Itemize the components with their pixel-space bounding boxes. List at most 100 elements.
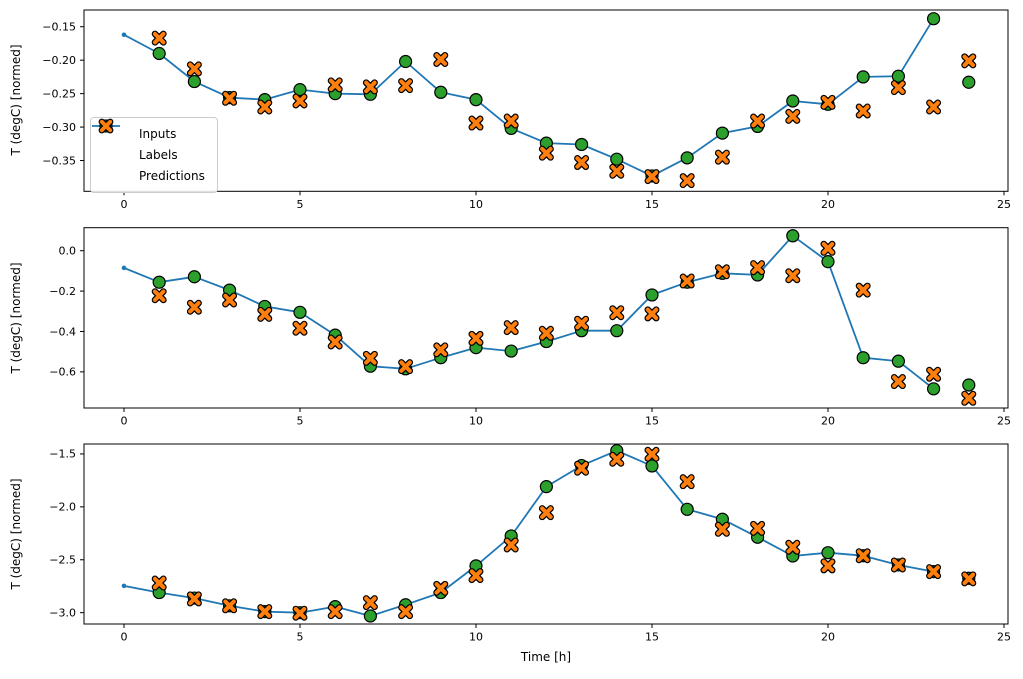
input-point	[121, 32, 127, 38]
plot-area-3	[83, 443, 1009, 625]
label-point	[293, 305, 307, 319]
prediction-point	[223, 599, 236, 613]
inputs-line	[123, 234, 935, 390]
legend-item-labels: Labels	[99, 119, 205, 164]
prediction-point	[610, 306, 624, 319]
subplot-3: 0 5 10 15 20 25 −1.5 −2.0 −2.5 −3.0	[49, 443, 1011, 644]
prediction-point	[927, 100, 940, 114]
y-axis-ticks: −1.5 −2.0 −2.5 −3.0	[49, 448, 84, 619]
label-point	[926, 382, 941, 396]
prediction-point	[223, 293, 236, 307]
x-axis-ticks: 0 5 10 15 20 25	[120, 624, 1011, 644]
label-point	[398, 54, 413, 69]
prediction-point	[188, 62, 201, 76]
legend-label-predictions: Predictions	[139, 169, 205, 183]
x-tick-label: 15	[645, 631, 659, 644]
y-tick-label: −0.2	[49, 285, 76, 298]
x-tick-label: 15	[645, 198, 659, 211]
plot-area-1	[83, 9, 1009, 192]
label-point	[680, 151, 694, 165]
label-point	[786, 94, 800, 108]
x-tick-label: 20	[821, 415, 835, 428]
prediction-point	[258, 605, 272, 618]
label-point	[962, 378, 976, 392]
prediction-point	[540, 146, 553, 160]
prediction-point	[575, 316, 588, 330]
label-point	[715, 126, 729, 140]
legend-label-inputs: Inputs	[139, 127, 177, 141]
prediction-point	[927, 368, 940, 381]
prediction-point	[293, 321, 307, 335]
prediction-point	[821, 559, 835, 573]
x-axis-label: Time [h]	[520, 650, 572, 664]
prediction-point	[821, 96, 835, 109]
inputs-line	[123, 18, 935, 177]
prediction-point	[258, 100, 272, 114]
y-tick-label: −0.15	[42, 21, 76, 34]
x-tick-label: 10	[469, 415, 483, 428]
prediction-point	[575, 461, 588, 475]
prediction-point	[188, 301, 201, 314]
predictions-points	[151, 240, 977, 406]
prediction-point	[328, 335, 342, 349]
label-point	[891, 354, 905, 368]
prediction-point	[188, 592, 201, 606]
label-point	[610, 152, 624, 166]
label-point	[434, 85, 448, 99]
y-axis-label-subplot-2: T (degC) [normed]	[9, 262, 23, 374]
y-tick-label: −0.30	[42, 121, 76, 134]
x-tick-label: 5	[296, 415, 303, 428]
prediction-point	[716, 265, 729, 278]
y-tick-label: −0.35	[42, 154, 76, 167]
label-point	[574, 137, 589, 152]
predictions-points	[151, 30, 977, 189]
prediction-point	[469, 116, 483, 130]
label-point	[610, 324, 624, 338]
label-point	[821, 255, 835, 269]
prediction-point	[469, 569, 483, 582]
label-point	[821, 546, 835, 560]
prediction-point	[399, 605, 412, 618]
prediction-point	[293, 606, 307, 620]
legend-item-predictions: Predictions	[98, 118, 205, 185]
prediction-point	[751, 114, 764, 128]
prediction-point	[645, 170, 659, 183]
prediction-point	[716, 150, 729, 164]
prediction-point	[962, 572, 976, 586]
prediction-point	[364, 596, 377, 609]
legend: Inputs Labels Predictions	[90, 117, 218, 193]
prediction-point	[786, 541, 800, 554]
prediction-point	[610, 164, 624, 178]
y-axis-label-subplot-3: T (degC) [normed]	[9, 478, 23, 590]
x-tick-label: 20	[821, 198, 835, 211]
prediction-point	[610, 452, 624, 466]
subplot-2: 0 5 10 15 20 25 0.0 −0.2 −0.4 −0.6	[49, 227, 1011, 428]
prediction-point	[962, 54, 976, 68]
prediction-point	[328, 605, 342, 618]
prediction-point	[786, 269, 800, 283]
prediction-point	[786, 110, 800, 123]
prediction-point	[751, 522, 764, 535]
label-point	[856, 351, 870, 365]
x-tick-label: 0	[120, 198, 127, 211]
y-axis-ticks: 0.0 −0.2 −0.4 −0.6	[49, 245, 84, 379]
x-tick-label: 15	[645, 415, 659, 428]
y-tick-label: −0.4	[49, 325, 76, 338]
labels-points	[152, 444, 976, 623]
label-point	[645, 288, 659, 302]
y-tick-label: −1.5	[49, 448, 76, 461]
label-point	[786, 229, 800, 243]
prediction-point	[856, 549, 870, 562]
prediction-point	[962, 392, 976, 405]
labels-points	[152, 229, 976, 396]
inputs-points	[121, 233, 936, 392]
prediction-point	[364, 80, 377, 94]
x-axis-ticks: 0 5 10 15 20 25	[120, 191, 1011, 211]
prediction-point	[504, 114, 518, 128]
y-tick-label: −0.25	[42, 87, 76, 100]
label-point	[363, 609, 377, 623]
prediction-point	[293, 94, 307, 108]
label-point	[891, 69, 905, 83]
y-tick-label: −0.20	[42, 54, 76, 67]
